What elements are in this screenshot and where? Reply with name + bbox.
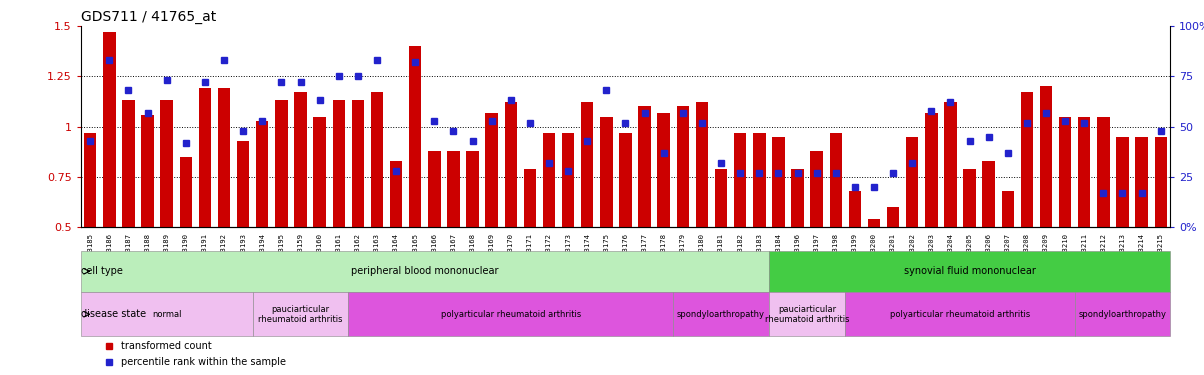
Bar: [390, 160, 402, 227]
Bar: [256, 120, 268, 227]
Bar: [524, 169, 536, 227]
Bar: [769, 251, 1170, 292]
Bar: [237, 141, 249, 227]
Bar: [218, 88, 230, 227]
Bar: [294, 93, 307, 227]
Bar: [810, 151, 822, 227]
Bar: [429, 151, 441, 227]
Bar: [543, 133, 555, 227]
Bar: [791, 169, 804, 227]
Text: normal: normal: [152, 310, 182, 319]
Bar: [845, 292, 1075, 336]
Bar: [485, 112, 498, 227]
Text: GDS711 / 41765_at: GDS711 / 41765_at: [81, 10, 216, 24]
Bar: [123, 100, 135, 227]
Bar: [1078, 117, 1091, 227]
Bar: [179, 157, 191, 227]
Bar: [638, 106, 651, 227]
Bar: [1021, 93, 1033, 227]
Bar: [504, 102, 517, 227]
Bar: [868, 219, 880, 227]
Bar: [849, 191, 861, 227]
Bar: [673, 292, 769, 336]
Text: percentile rank within the sample: percentile rank within the sample: [120, 357, 285, 367]
Bar: [348, 292, 673, 336]
Bar: [696, 102, 708, 227]
Bar: [677, 106, 689, 227]
Bar: [141, 114, 154, 227]
Bar: [772, 136, 785, 227]
Bar: [582, 102, 594, 227]
Bar: [199, 88, 211, 227]
Bar: [982, 160, 995, 227]
Text: polyarticular rheumatoid arthritis: polyarticular rheumatoid arthritis: [890, 310, 1031, 319]
Text: polyarticular rheumatoid arthritis: polyarticular rheumatoid arthritis: [441, 310, 580, 319]
Text: disease state: disease state: [81, 309, 146, 319]
Bar: [1155, 136, 1167, 227]
Bar: [1097, 117, 1110, 227]
Text: spondyloarthropathy: spondyloarthropathy: [677, 310, 765, 319]
Bar: [81, 251, 769, 292]
Bar: [830, 133, 842, 227]
Bar: [600, 117, 613, 227]
Bar: [925, 112, 938, 227]
Bar: [160, 100, 173, 227]
Bar: [466, 151, 479, 227]
Bar: [104, 32, 116, 227]
Text: pauciarticular
rheumatoid arthritis: pauciarticular rheumatoid arthritis: [765, 304, 849, 324]
Bar: [769, 292, 845, 336]
Bar: [1040, 87, 1052, 227]
Bar: [371, 93, 383, 227]
Bar: [1075, 292, 1170, 336]
Text: cell type: cell type: [81, 266, 123, 276]
Bar: [1002, 191, 1014, 227]
Bar: [657, 112, 669, 227]
Bar: [715, 169, 727, 227]
Bar: [447, 151, 460, 227]
Text: pauciarticular
rheumatoid arthritis: pauciarticular rheumatoid arthritis: [258, 304, 343, 324]
Bar: [963, 169, 975, 227]
Bar: [81, 292, 253, 336]
Bar: [905, 136, 919, 227]
Bar: [276, 100, 288, 227]
Bar: [887, 207, 899, 227]
Bar: [313, 117, 326, 227]
Bar: [1116, 136, 1128, 227]
Text: spondyloarthropathy: spondyloarthropathy: [1079, 310, 1167, 319]
Bar: [1060, 117, 1072, 227]
Bar: [619, 133, 632, 227]
Text: synovial fluid mononuclear: synovial fluid mononuclear: [904, 266, 1035, 276]
Bar: [752, 133, 766, 227]
Bar: [734, 133, 746, 227]
Bar: [944, 102, 957, 227]
Text: peripheral blood mononuclear: peripheral blood mononuclear: [352, 266, 498, 276]
Text: transformed count: transformed count: [120, 342, 212, 351]
Bar: [253, 292, 348, 336]
Bar: [1135, 136, 1147, 227]
Bar: [352, 100, 364, 227]
Bar: [562, 133, 574, 227]
Bar: [409, 46, 421, 227]
Bar: [332, 100, 346, 227]
Bar: [84, 133, 96, 227]
